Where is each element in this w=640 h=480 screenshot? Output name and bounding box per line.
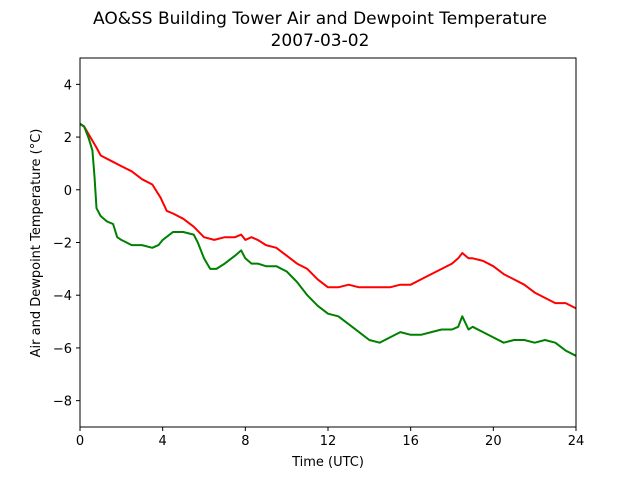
x-tick-label: 16 (402, 434, 419, 449)
series-line-1 (79, 123, 577, 310)
x-tick-label: 8 (241, 434, 249, 449)
y-axis: 4 2 0 −2 −4 −6 −8 (53, 78, 80, 410)
x-tick-label: 4 (159, 434, 167, 449)
y-tick-label: 0 (64, 184, 72, 199)
y-tick-label: −6 (53, 342, 72, 357)
y-tick-label: −4 (53, 289, 72, 304)
y-tick-label: −2 (53, 237, 72, 252)
x-axis-label: Time (UTC) (291, 455, 364, 470)
y-axis-label: Air and Dewpoint Temperature (°C) (29, 129, 44, 358)
x-tick-label: 20 (485, 434, 502, 449)
chart-title: AO&SS Building Tower Air and Dewpoint Te… (93, 9, 547, 29)
series-layer (79, 123, 577, 357)
y-tick-label: −8 (53, 395, 72, 410)
y-tick-label: 4 (64, 78, 72, 93)
series-line-2 (79, 123, 577, 357)
chart-subtitle: 2007-03-02 (271, 31, 370, 51)
x-tick-label: 24 (568, 434, 585, 449)
y-tick-label: 2 (64, 131, 72, 146)
x-tick-label: 0 (76, 434, 84, 449)
x-tick-label: 12 (320, 434, 337, 449)
x-axis: 0 4 8 12 16 20 24 (76, 427, 584, 449)
